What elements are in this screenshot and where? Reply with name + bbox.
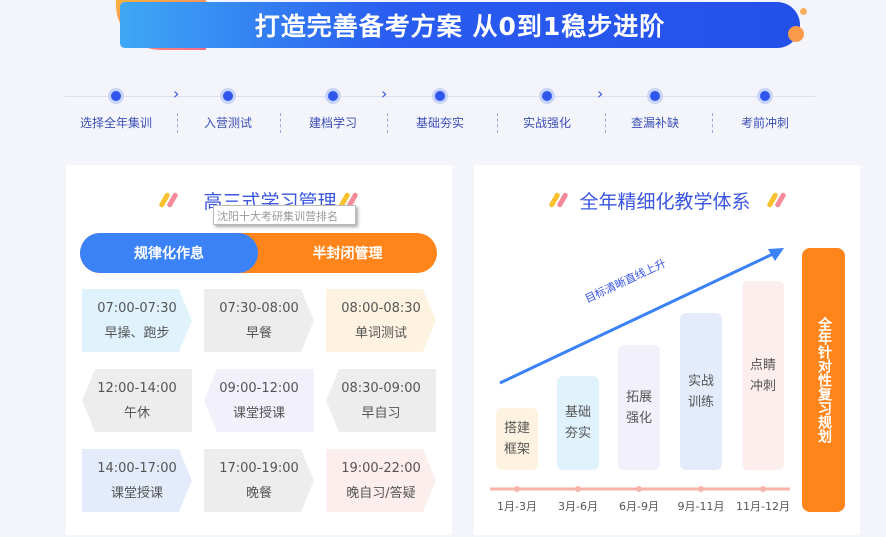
schedule-activity: 晚餐 xyxy=(245,485,272,501)
tooltip: 沈阳十大考研集训营排名 xyxy=(213,205,356,225)
step-dot xyxy=(539,88,555,104)
step-dot xyxy=(432,88,448,104)
schedule-activity: 午休 xyxy=(123,405,150,421)
axis-tick xyxy=(698,486,704,492)
schedule-time: 17:00-19:00 xyxy=(219,460,299,476)
step-label[interactable]: 入营测试 xyxy=(203,116,252,130)
stage-bar: 基础 夯实 xyxy=(557,376,599,470)
schedule-cell: 19:00-22:00 晚自习/答疑 xyxy=(326,449,436,512)
stage-label: 实战 xyxy=(687,373,714,389)
step-label[interactable]: 基础夯实 xyxy=(415,116,464,130)
full-year-plan-bar: 全年针对性复习规划 xyxy=(802,248,845,512)
axis-tick xyxy=(575,486,581,492)
chevron-right-icon: › xyxy=(597,84,604,103)
tab-semi-closed[interactable]: 半封闭管理 xyxy=(312,246,383,262)
schedule-activity: 课堂授课 xyxy=(232,405,285,421)
tab-regular-schedule[interactable]: 规律化作息 xyxy=(80,233,258,273)
schedule-cell: 17:00-19:00 晚餐 xyxy=(204,449,314,512)
stage-label: 训练 xyxy=(687,394,714,410)
schedule-cell: 07:30-08:00 早餐 xyxy=(204,289,314,352)
schedule-activity: 晚自习/答疑 xyxy=(346,485,416,501)
arrow-head-icon xyxy=(768,248,784,261)
axis-tick xyxy=(636,486,642,492)
schedule-activity: 早操、跑步 xyxy=(104,325,170,341)
schedule-time: 07:30-08:00 xyxy=(219,300,299,316)
arrow-line xyxy=(499,251,776,385)
stage-bar: 实战 训练 xyxy=(680,313,722,470)
step-dot xyxy=(325,88,341,104)
stage-label: 强化 xyxy=(625,410,652,426)
schedule-cell: 14:00-17:00 课堂授课 xyxy=(82,449,192,512)
chevron-right-icon: › xyxy=(173,84,180,103)
stage-label: 夯实 xyxy=(564,426,591,441)
month-label: 9月-11月 xyxy=(677,500,725,513)
schedule-cell: 09:00-12:00 课堂授课 xyxy=(204,369,314,432)
schedule-time: 09:00-12:00 xyxy=(219,380,299,396)
banner: 打造完善备考方案 从0到1稳步进阶 xyxy=(120,2,800,48)
month-label: 3月-6月 xyxy=(558,500,598,513)
decor-circle xyxy=(788,26,804,42)
step-label[interactable]: 查漏补缺 xyxy=(630,116,679,130)
decor-circle xyxy=(800,8,807,15)
stage-label: 搭建 xyxy=(503,421,530,436)
banner-title: 打造完善备考方案 从0到1稳步进阶 xyxy=(254,12,666,41)
right-panel-title: 全年精细化教学体系 xyxy=(579,191,751,213)
stage-bar: 拓展 强化 xyxy=(618,345,660,470)
step-dot xyxy=(757,88,773,104)
step-label[interactable]: 选择全年集训 xyxy=(79,116,152,130)
month-label: 1月-3月 xyxy=(497,500,537,513)
step-dot xyxy=(108,88,124,104)
schedule-activity: 早自习 xyxy=(361,405,401,421)
divider xyxy=(605,113,606,133)
divider xyxy=(280,113,281,133)
step-label[interactable]: 考前冲刺 xyxy=(740,116,789,130)
divider xyxy=(712,113,713,133)
step-dot xyxy=(220,88,236,104)
schedule-cell: 12:00-14:00 午休 xyxy=(82,369,192,432)
stage-bar: 搭建 框架 xyxy=(496,408,538,470)
schedule-cell: 07:00-07:30 早操、跑步 xyxy=(82,289,192,352)
step-label[interactable]: 实战强化 xyxy=(522,116,571,130)
schedule-cell: 08:30-09:00 早自习 xyxy=(326,369,436,432)
schedule-time: 14:00-17:00 xyxy=(97,460,177,476)
schedule-time: 07:00-07:30 xyxy=(97,300,177,316)
stage-label: 基础 xyxy=(564,405,591,420)
schedule-cell: 08:00-08:30 单词测试 xyxy=(326,289,436,352)
schedule-time: 08:00-08:30 xyxy=(341,300,421,316)
month-label: 11月-12月 xyxy=(736,500,790,513)
step-label[interactable]: 建档学习 xyxy=(308,116,357,130)
schedule-time: 12:00-14:00 xyxy=(97,380,177,396)
step-dot xyxy=(647,88,663,104)
axis-tick xyxy=(760,486,766,492)
schedule-time: 08:30-09:00 xyxy=(341,380,421,396)
chevron-right-icon: › xyxy=(381,84,388,103)
stage-bar: 点睛 冲刺 xyxy=(742,281,784,470)
stage-label: 框架 xyxy=(503,442,530,457)
right-panel xyxy=(474,165,860,535)
axis-tick xyxy=(514,486,520,492)
stage-label: 拓展 xyxy=(625,389,652,405)
schedule-activity: 单词测试 xyxy=(354,325,407,341)
stage-label: 冲刺 xyxy=(749,378,776,394)
schedule-activity: 课堂授课 xyxy=(110,485,163,501)
month-label: 6月-9月 xyxy=(619,500,659,513)
divider xyxy=(177,113,178,133)
divider xyxy=(497,113,498,133)
schedule-time: 19:00-22:00 xyxy=(341,460,421,476)
schedule-activity: 早餐 xyxy=(245,325,272,341)
stage-label: 点睛 xyxy=(749,357,776,373)
divider xyxy=(387,113,388,133)
